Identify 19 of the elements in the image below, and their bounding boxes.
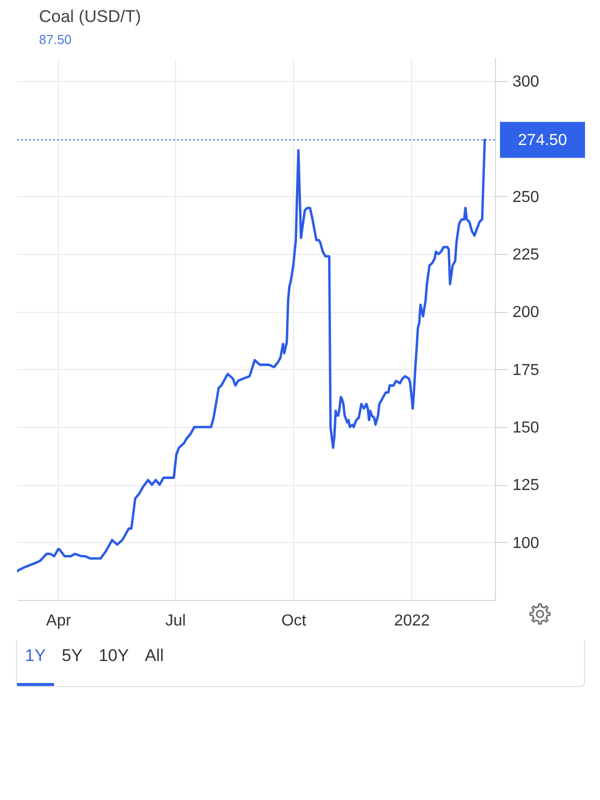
chart-subtitle: 87.50 (39, 32, 72, 47)
y-tick-label: 225 (512, 246, 540, 264)
y-tick-label: 125 (512, 477, 540, 494)
x-tick-label: Jul (165, 612, 186, 630)
y-tick-label: 300 (512, 74, 540, 91)
x-tick-label: 2022 (394, 612, 430, 630)
y-tick-label: 250 (512, 188, 540, 206)
y-tick-label: 175 (512, 362, 540, 379)
text: 10Y (98, 645, 130, 667)
x-tick-label: Apr (46, 612, 72, 630)
x-tick-label: Oct (281, 612, 307, 630)
text: 1Y (24, 645, 47, 667)
text: 5Y (60, 645, 84, 667)
y-tick-label: 150 (512, 420, 540, 437)
y-tick-label: 100 (512, 534, 540, 552)
text: All (144, 645, 165, 667)
chart-title: Coal (USD/T) (39, 7, 142, 26)
ref-line-label: 274.50 (518, 132, 568, 149)
y-tick-label: 200 (512, 304, 540, 322)
